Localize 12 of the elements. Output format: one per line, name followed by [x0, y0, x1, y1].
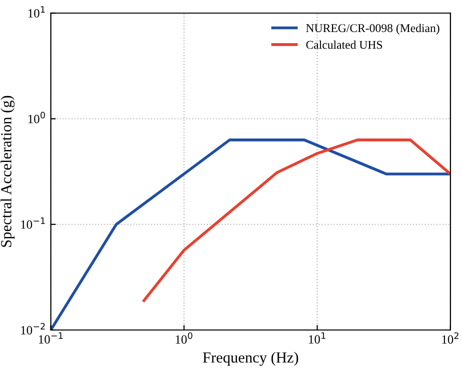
x-tick-label: 10$^{2}$ — [442, 332, 458, 344]
x-tick-label: 10$^{0}$ — [176, 332, 192, 344]
y-tick-label: 10$^{−1}$ — [21, 217, 45, 229]
y-axis-title: Spectral Acceleration (g) — [0, 96, 15, 247]
x-axis-title: Frequency (Hz) — [202, 352, 298, 366]
y-tick-label: 10$^{−2}$ — [21, 323, 45, 334]
legend-label: Calculated UHS — [306, 40, 382, 49]
y-tick-label: 10$^{1}$ — [28, 6, 45, 18]
x-tick-label: 10$^{1}$ — [309, 332, 326, 344]
x-tick-label: 10$^{−1}$ — [38, 332, 63, 344]
legend-label: NUREG/CR-0098 (Median) — [306, 24, 440, 35]
y-tick-label: 10$^{0}$ — [28, 112, 45, 124]
